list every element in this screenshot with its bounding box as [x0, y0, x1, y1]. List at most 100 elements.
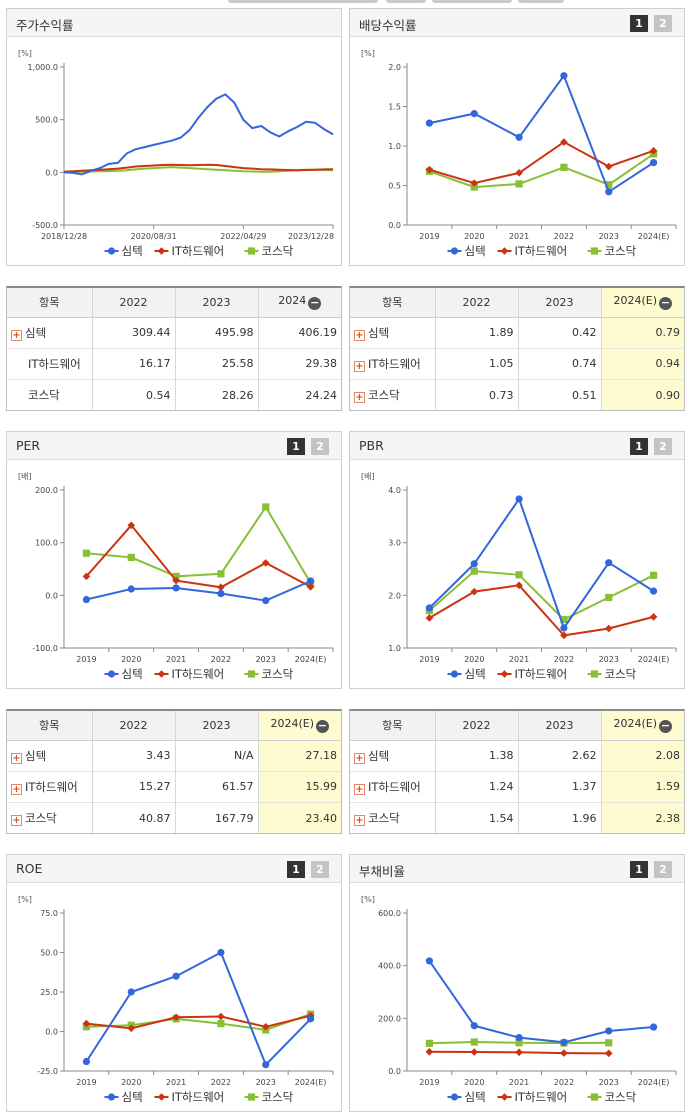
expand-icon[interactable]: + [354, 783, 365, 795]
series-line-kosdaq [86, 1013, 311, 1031]
stock-return-panel: 주가수익률 [%] 1,000.0 500.0 0.0 -500.0 2018/12/28… [6, 8, 342, 266]
legend-label-simtek: 심텍 [122, 1090, 143, 1104]
y-tick-label: 1.0 [388, 644, 401, 653]
table-row: 코스닥 0.54 28.26 24.24 [7, 379, 341, 410]
legend-kosdaq-point [590, 1093, 599, 1101]
series-simtek-point [470, 110, 478, 118]
legend-label-simtek: 심텍 [465, 244, 486, 258]
collapse-icon[interactable]: − [659, 296, 673, 311]
x-tick-label: 2020/08/31 [131, 232, 177, 241]
x-tick-label: 2018/12/28 [41, 232, 87, 241]
y-tick-label: 600.0 [378, 909, 401, 918]
page-2-button[interactable]: 2 [311, 861, 329, 878]
series-it-point [217, 1012, 225, 1021]
page-2-button[interactable]: 2 [654, 438, 672, 455]
header-2022: 2022 [434, 288, 518, 318]
legend-simtek-point [107, 670, 116, 678]
page-2-button[interactable]: 2 [654, 15, 672, 32]
table-row: + 심텍 309.44 495.98 406.19 [7, 316, 341, 349]
table-cell: 0.74 [517, 347, 601, 380]
table-cell: 1.37 [517, 770, 601, 803]
series-line-simtek [63, 93, 334, 176]
table-cell: 29.38 [257, 347, 341, 380]
series-line-kosdaq [428, 570, 655, 621]
panel-header: PBR 1 2 [350, 432, 684, 460]
x-tick-label: 2023 [599, 1078, 619, 1087]
y-tick-label: 0.0 [45, 168, 58, 177]
header-2022: 2022 [434, 711, 518, 741]
series-kosdaq-point [605, 593, 613, 602]
row-label: + 심텍 [7, 316, 92, 349]
expand-icon[interactable]: + [354, 815, 365, 827]
x-tick-label: 2022 [554, 232, 574, 241]
x-tick-label: 2022/04/29 [220, 232, 266, 241]
collapse-icon[interactable]: − [316, 719, 330, 734]
table-cell: 0.90 [600, 379, 684, 410]
x-tick-label: 2019 [76, 655, 96, 664]
expand-icon[interactable]: + [354, 360, 365, 372]
row-label: + 심텍 [350, 316, 435, 349]
panel-title: ROE [16, 861, 43, 876]
series-simtek-point [127, 988, 135, 996]
collapse-icon[interactable]: − [659, 719, 673, 734]
table-cell: 28.26 [174, 379, 258, 410]
expand-icon[interactable]: + [11, 329, 22, 341]
series-it-point [470, 1048, 479, 1056]
x-tick-label: 2021 [509, 232, 529, 241]
header-2023: 2023 [517, 288, 601, 318]
legend-label-kosdaq: 코스닥 [262, 1090, 294, 1104]
panel-header: 배당수익률 1 2 [350, 9, 684, 37]
expand-icon[interactable]: + [11, 783, 22, 795]
series-line-it [85, 523, 312, 589]
page-1-button[interactable]: 1 [287, 438, 305, 455]
series-simtek-point [262, 1061, 270, 1069]
series-kosdaq-point [649, 571, 658, 579]
expand-icon[interactable]: + [11, 752, 22, 764]
collapse-icon[interactable]: − [308, 296, 322, 311]
table-cell: 1.38 [434, 739, 518, 772]
page-1-button[interactable]: 1 [630, 15, 648, 32]
header-2024e: 2024(E) − [257, 711, 341, 741]
legend-kosdaq-point [590, 670, 599, 678]
expand-icon[interactable]: + [11, 815, 22, 827]
panel-title: 부채비율 [359, 864, 406, 879]
series-kosdaq-point [425, 1039, 434, 1047]
page-1-button[interactable]: 1 [630, 861, 648, 878]
series-it-point [172, 1013, 180, 1022]
y-unit-label: [%] [18, 895, 32, 904]
series-simtek-point [82, 1057, 91, 1066]
table-cell: 40.87 [91, 802, 175, 833]
x-tick-label: 2023 [256, 1078, 276, 1087]
table-cell: 16.17 [91, 347, 175, 380]
table-cell: 0.51 [517, 379, 601, 410]
page-2-button[interactable]: 2 [311, 438, 329, 455]
page-2-button[interactable]: 2 [654, 861, 672, 878]
expand-icon[interactable]: + [354, 392, 365, 404]
series-simtek-point [217, 948, 225, 957]
series-it-point [560, 1049, 568, 1057]
y-unit-label: [%] [361, 895, 375, 904]
series-line-simtek [428, 496, 655, 631]
y-tick-label: 50.0 [40, 949, 58, 958]
expand-icon[interactable]: + [354, 752, 365, 764]
panel-title: PER [16, 438, 41, 453]
series-simtek-point [470, 560, 478, 568]
series-it-point [604, 162, 613, 171]
y-unit-label: [배] [18, 472, 32, 481]
page-1-button[interactable]: 1 [630, 438, 648, 455]
x-tick-label: 2024(E) [295, 1078, 327, 1087]
y-tick-label: 75.0 [40, 909, 58, 918]
series-simtek-point [217, 589, 225, 598]
table-row: + IT하드웨어 1.05 0.74 0.94 [350, 347, 684, 380]
y-tick-label: 25.0 [40, 988, 58, 997]
series-simtek-point [306, 1015, 315, 1023]
legend-it-point [500, 1093, 509, 1101]
dividend-yield-panel: 배당수익률 1 2 [%] 2.0 1.5 1.0 0.5 0.0 2019 2020 2021… [349, 8, 685, 266]
expand-icon[interactable]: + [354, 329, 365, 341]
legend-label-it: IT하드웨어 [515, 667, 568, 681]
series-simtek-point [515, 495, 523, 503]
series-it-point [82, 572, 91, 581]
row-label: + 코스닥 [7, 802, 92, 833]
x-tick-label: 2020 [121, 655, 141, 664]
page-1-button[interactable]: 1 [287, 861, 305, 878]
